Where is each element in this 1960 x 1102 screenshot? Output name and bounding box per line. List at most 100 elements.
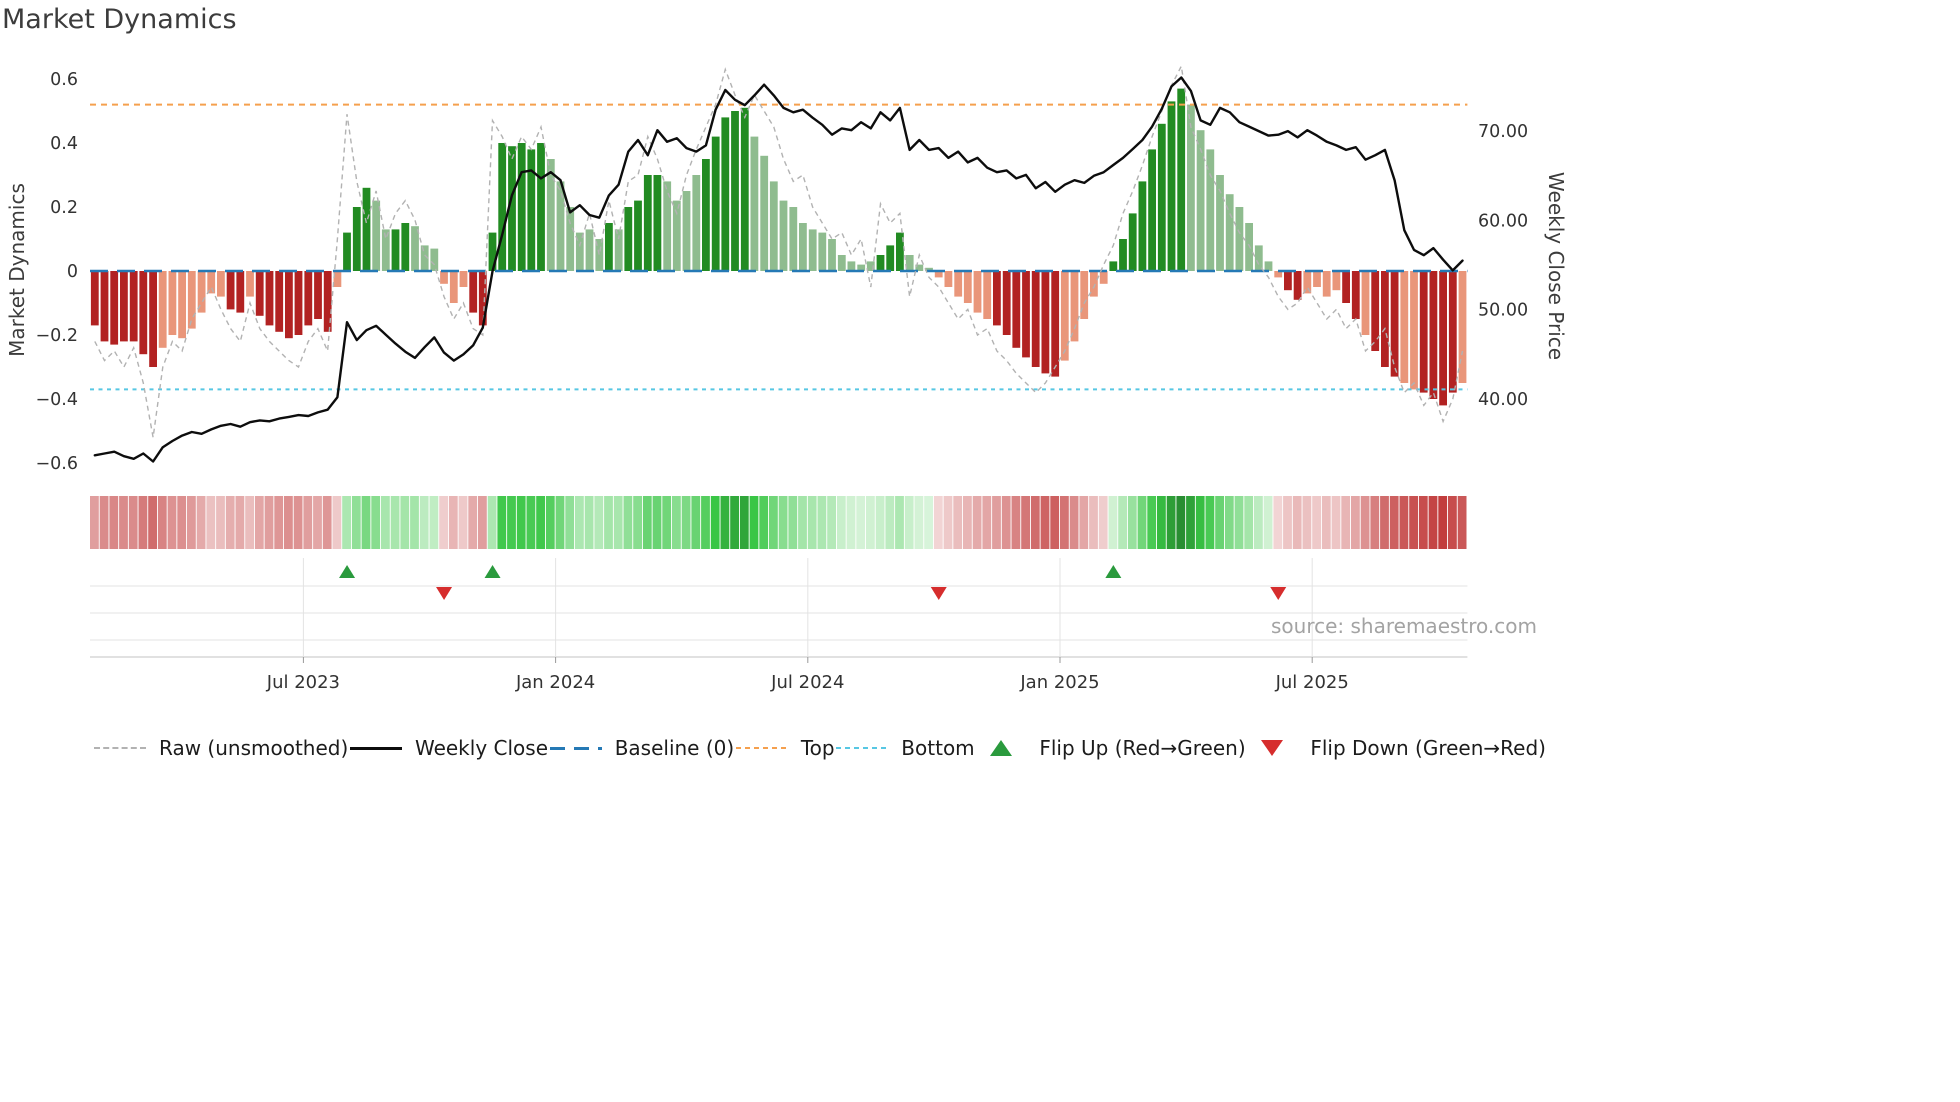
heatmap-cell	[681, 496, 691, 549]
legend-item-close: Weekly Close	[349, 736, 548, 760]
oscillator-bar	[1012, 271, 1021, 348]
heatmap-cell	[1263, 496, 1273, 549]
heatmap-cell	[1302, 496, 1312, 549]
heatmap-cell	[1438, 496, 1448, 549]
heatmap-cell	[381, 496, 390, 549]
heatmap-cell	[749, 496, 759, 549]
heatmap-cell	[662, 496, 672, 549]
heatmap-cell	[904, 496, 914, 549]
heatmap-cell	[914, 496, 924, 549]
legend-swatch-flipdown	[1261, 740, 1284, 756]
oscillator-bar	[129, 271, 138, 342]
y-tick-label-left: 0	[67, 262, 78, 282]
heatmap-cell	[807, 496, 817, 549]
heatmap-cell	[1021, 496, 1030, 549]
oscillator-bar	[750, 136, 759, 271]
oscillator-bar	[789, 207, 798, 271]
oscillator-bar	[430, 248, 439, 271]
heatmap-cell	[1273, 496, 1283, 549]
legend-label: Flip Down (Green→Red)	[1310, 736, 1546, 760]
y-tick-label-left: −0.4	[36, 390, 79, 410]
heatmap-cell	[875, 496, 885, 549]
heatmap-cell	[1011, 496, 1021, 549]
oscillator-bar	[1128, 213, 1137, 271]
heatmap-cell	[167, 496, 177, 549]
oscillator-bar	[1381, 271, 1389, 367]
heatmap-cell	[575, 496, 584, 549]
oscillator-bar	[1313, 271, 1321, 287]
heatmap-cell	[1448, 496, 1457, 549]
flip-up-marker	[1105, 565, 1122, 578]
heatmap-cell	[691, 496, 701, 549]
x-tick-label: Jan 2025	[1019, 672, 1099, 693]
heatmap-cell	[157, 496, 167, 549]
heatmap-cell	[1040, 496, 1050, 549]
oscillator-bar	[90, 271, 99, 326]
close-line	[93, 76, 1464, 463]
oscillator-bar	[1361, 271, 1370, 335]
heatmap-cell	[720, 496, 730, 549]
oscillator-bar	[1351, 271, 1360, 319]
heatmap-cell	[1321, 496, 1331, 549]
oscillator-bar	[556, 181, 565, 271]
oscillator-bar	[721, 117, 730, 272]
x-tick-label: Jul 2023	[266, 672, 340, 693]
heatmap-cell	[206, 496, 216, 549]
oscillator-bar	[546, 159, 555, 271]
heatmap-cell	[245, 496, 254, 549]
heatmap-cell	[1331, 496, 1341, 549]
oscillator-bar	[731, 111, 739, 271]
heatmap-cell	[1418, 496, 1428, 549]
heatmap-cell	[254, 496, 264, 549]
oscillator-bar	[120, 271, 128, 342]
legend-swatch-flipup	[990, 740, 1013, 756]
source-watermark: source: sharemaestro.com	[1271, 614, 1537, 638]
oscillator-bar	[1216, 175, 1224, 271]
oscillator-bar	[692, 175, 701, 271]
oscillator-bar	[275, 271, 284, 332]
oscillator-bar	[1245, 223, 1253, 271]
oscillator-bar	[614, 229, 623, 271]
heatmap-cell	[1224, 496, 1234, 549]
heatmap-cell	[701, 496, 710, 549]
oscillator-bar	[527, 149, 536, 271]
heatmap-cell	[1147, 496, 1157, 549]
oscillator-bar	[1060, 271, 1069, 361]
heatmap-cell	[730, 496, 739, 549]
legend-swatch-raw	[94, 747, 146, 749]
oscillator-bar	[1274, 271, 1283, 278]
oscillator-bar	[866, 261, 875, 271]
oscillator-bar	[663, 181, 672, 271]
heatmap-cell	[410, 496, 419, 549]
heatmap-cell	[1176, 496, 1186, 549]
heatmap-cell	[1283, 496, 1292, 549]
heatmap-cell	[652, 496, 662, 549]
heatmap-cell	[943, 496, 953, 549]
oscillator-bar	[857, 264, 866, 271]
heatmap-cell	[613, 496, 623, 549]
legend: Raw (unsmoothed) Weekly Close Baseline (0)…	[94, 736, 1546, 760]
oscillator-bar	[653, 175, 662, 271]
x-tick-label: Jul 2025	[1275, 672, 1349, 693]
legend-label: Top	[800, 736, 835, 760]
oscillator-bar	[1031, 271, 1040, 367]
oscillator-bar	[100, 271, 109, 342]
heatmap-cell	[225, 496, 235, 549]
x-tick-label: Jan 2024	[515, 672, 595, 693]
oscillator-bar	[314, 271, 322, 319]
heatmap-cell	[1137, 496, 1147, 549]
heatmap-cell	[1380, 496, 1389, 549]
oscillator-bar	[1235, 207, 1244, 271]
y-tick-label-right: 40.00	[1478, 390, 1528, 410]
oscillator-bar	[323, 271, 332, 332]
oscillator-bar	[634, 200, 642, 271]
heatmap-cell	[429, 496, 439, 549]
oscillator-bar	[1400, 271, 1409, 383]
oscillator-bar	[1119, 239, 1127, 271]
heatmap-cell	[526, 496, 536, 549]
heatmap-cell	[1292, 496, 1302, 549]
heatmap-cell	[478, 496, 487, 549]
heatmap-cell	[536, 496, 545, 549]
heatmap-cell	[1089, 496, 1098, 549]
